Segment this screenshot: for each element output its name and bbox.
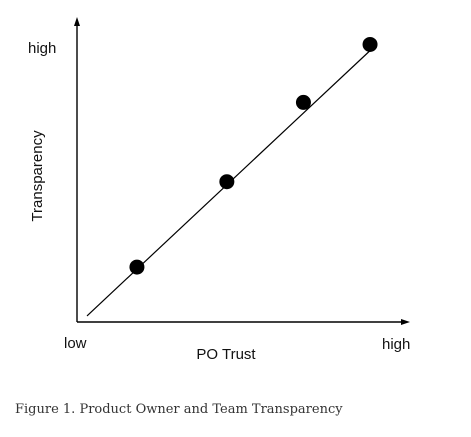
data-point-2 — [219, 174, 235, 190]
x-tick-label-high: high — [382, 336, 410, 353]
y-tick-label-high: high — [28, 40, 56, 57]
y-axis — [74, 17, 80, 322]
data-point-4 — [362, 36, 378, 52]
x-axis-title: PO Trust — [196, 346, 256, 363]
plot-area — [86, 36, 378, 317]
chart: high low high PO Trust Transparency — [28, 17, 410, 363]
data-point-3 — [295, 94, 311, 110]
x-axis-arrow-icon — [401, 319, 410, 325]
x-tick-label-low: low — [64, 335, 87, 352]
y-axis-arrow-icon — [74, 17, 80, 26]
data-point-1 — [129, 259, 145, 275]
figure-caption: Figure 1. Product Owner and Team Transpa… — [15, 402, 343, 417]
x-axis — [77, 319, 410, 325]
y-axis-title: Transparency — [29, 130, 46, 222]
